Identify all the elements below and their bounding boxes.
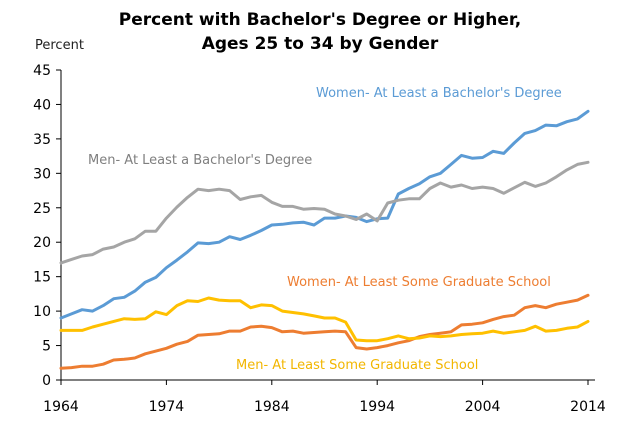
series-line-1 — [59, 109, 590, 320]
y-tick-label: 15 — [33, 270, 51, 286]
y-tick-label: 20 — [33, 235, 51, 251]
y-tick-label: 25 — [33, 201, 51, 217]
series-line-3 — [59, 293, 590, 370]
chart-title-line-2: Ages 25 to 34 by Gender — [202, 34, 439, 54]
series-lines — [59, 109, 590, 370]
y-tick-label: 35 — [33, 132, 51, 148]
annotation-men-graduate: Men- At Least Some Graduate School — [236, 358, 478, 373]
annotation-men-bachelors: Men- At Least a Bachelor's Degree — [88, 153, 312, 168]
x-tick-label: 1964 — [43, 399, 79, 415]
y-tick-label: 45 — [33, 63, 51, 79]
x-tick-label: 2004 — [465, 399, 501, 415]
y-tick-label: 10 — [33, 304, 51, 320]
y-axis-label: Percent — [35, 38, 84, 53]
chart-title-line-1: Percent with Bachelor's Degree or Higher… — [119, 10, 521, 30]
y-tick-label: 30 — [33, 166, 51, 182]
annotation-women-graduate: Women- At Least Some Graduate School — [287, 275, 551, 290]
x-tick-label: 1974 — [149, 399, 185, 415]
y-axis-ticks: 0 5 10 15 20 25 30 35 40 45 — [33, 63, 61, 389]
annotation-women-bachelors: Women- At Least a Bachelor's Degree — [316, 86, 562, 101]
y-tick-label: 5 — [42, 339, 51, 355]
series-line-2 — [59, 160, 590, 265]
y-tick-label: 40 — [33, 97, 51, 113]
x-tick-label: 1984 — [254, 399, 290, 415]
x-tick-label: 2014 — [570, 399, 606, 415]
x-axis-ticks: 1964 1974 1984 1994 2004 2014 — [43, 380, 606, 415]
series-line-4 — [59, 296, 590, 343]
x-tick-label: 1994 — [359, 399, 395, 415]
y-tick-label: 0 — [42, 373, 51, 389]
